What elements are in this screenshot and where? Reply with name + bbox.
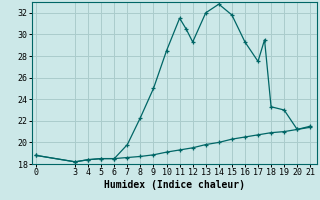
X-axis label: Humidex (Indice chaleur): Humidex (Indice chaleur) [104, 180, 245, 190]
